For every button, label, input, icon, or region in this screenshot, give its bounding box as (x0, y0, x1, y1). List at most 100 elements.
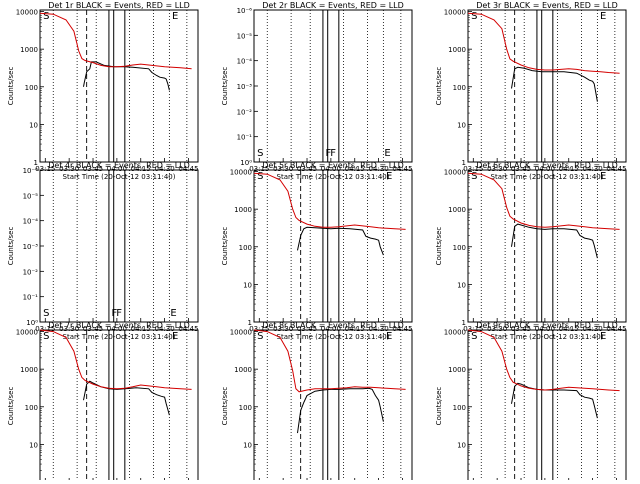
panel-5: Det 5r BLACK = Events, RED = LLD 1 10 100 10… (221, 161, 413, 341)
y-tick-label: 100 (25, 404, 38, 412)
panel-title: Det 7r BLACK = Events, RED = LLD (48, 321, 190, 330)
marker-label: E (600, 171, 606, 182)
x-tick-label: 03:15 (463, 325, 483, 333)
panel-1: Det 1r BLACK = Events, RED = LLD 1 10 100 10… (7, 1, 199, 181)
panel-title: Det 1r BLACK = Events, RED = LLD (48, 1, 190, 10)
plot-frame (467, 329, 627, 483)
y-tick-label: 1 (248, 319, 252, 327)
y-tick-label: 10⁻² (237, 108, 253, 116)
x-tick-label: 03:45 (511, 325, 531, 333)
plot-frame (39, 9, 199, 163)
marker-label: F (116, 308, 122, 319)
plot-frame (467, 9, 627, 163)
x-tick-label: 03:30 (487, 165, 507, 173)
y-tick-label: 10000 (444, 169, 466, 177)
x-tick-label: 04:45 (606, 325, 626, 333)
x-tick-label: 04:15 (559, 165, 579, 173)
y-axis-label: Counts/sec (435, 387, 443, 426)
panel-7: Det 7r BLACK = Events, RED = LLD11010010… (7, 321, 199, 484)
panel-3: Det 3r BLACK = Events, RED = LLD 1 10 100 10… (435, 1, 627, 181)
x-tick-label: 04:30 (155, 325, 175, 333)
y-tick-label: 1 (34, 159, 38, 167)
marker-label: S (43, 308, 49, 319)
x-tick-label: 04:30 (369, 325, 389, 333)
y-tick-label: 100 (453, 404, 466, 412)
y-tick-label: 100 (453, 244, 466, 252)
y-tick-label: 1000 (20, 366, 38, 374)
y-tick-label: 10⁻⁶ (237, 7, 253, 15)
marker-label: F (326, 148, 332, 159)
x-tick-label: 03:45 (297, 325, 317, 333)
y-tick-label: 1 (462, 159, 466, 167)
x-tick-label: 04:15 (131, 325, 151, 333)
y-tick-label: 10000 (444, 329, 466, 337)
x-tick-label: 03:30 (59, 165, 79, 173)
marker-label: S (471, 171, 477, 182)
panel-title: Det 9r BLACK = Events, RED = LLD (476, 321, 618, 330)
x-axis-label: Start Time (20-Oct-12 03:11:40) (63, 173, 176, 181)
panel-2: Det 2r BLACK = Events, RED = LLD 10⁰ 10⁻¹ 1… (221, 1, 413, 181)
x-axis-label: Start Time (20-Oct-12 03:11:40) (277, 333, 390, 341)
x-tick-label: 03:15 (463, 165, 483, 173)
x-tick-label: 04:00 (535, 325, 555, 333)
y-axis-label: Counts/sec (7, 227, 15, 266)
x-tick-label: 04:45 (178, 165, 198, 173)
y-tick-label: 1000 (448, 366, 466, 374)
y-tick-label: 1000 (20, 46, 38, 54)
x-tick-label: 04:45 (392, 165, 412, 173)
events-series-line (83, 61, 170, 91)
x-tick-label: 04:30 (155, 165, 175, 173)
y-tick-label: 10000 (16, 329, 38, 337)
marker-label: E (172, 331, 178, 342)
plot-frame (467, 169, 627, 323)
events-series-line (511, 66, 598, 102)
y-tick-label: 10000 (230, 329, 252, 337)
marker-label: E (172, 11, 178, 22)
marker-label: S (257, 331, 263, 342)
x-tick-label: 04:45 (178, 325, 198, 333)
y-tick-label: 10 (29, 121, 38, 129)
y-tick-label: 1000 (448, 206, 466, 214)
y-tick-label: 10⁻¹ (23, 294, 39, 302)
y-tick-label: 1000 (448, 46, 466, 54)
events-series-line (297, 226, 384, 256)
x-axis-label: Start Time (20-Oct-12 03:11:40) (491, 173, 604, 181)
plot-frame (39, 329, 199, 483)
x-tick-label: 04:15 (345, 325, 365, 333)
y-tick-label: 10⁻³ (237, 83, 253, 91)
y-tick-label: 10000 (230, 169, 252, 177)
x-axis-label: Start Time (20-Oct-12 03:11:40) (63, 333, 176, 341)
panel-4: Det 4r BLACK = Events, RED = LLD 10⁰ 10⁻¹ 1… (7, 161, 199, 341)
x-tick-label: 03:15 (35, 165, 55, 173)
marker-label: E (384, 148, 390, 159)
events-series-line (511, 223, 598, 259)
x-tick-label: 04:15 (559, 325, 579, 333)
marker-label: E (600, 11, 606, 22)
panel-6: Det 6r BLACK = Events, RED = LLD11010010… (435, 161, 627, 341)
marker-label: F (112, 308, 118, 319)
plot-frame (39, 169, 199, 323)
x-axis-label: Start Time (20-Oct-12 03:11:40) (491, 333, 604, 341)
y-tick-label: 10⁻⁴ (23, 218, 39, 226)
x-tick-label: 04:00 (107, 165, 127, 173)
x-tick-label: 03:45 (83, 325, 103, 333)
y-axis-label: Counts/sec (221, 387, 229, 426)
marker-label: S (43, 11, 49, 22)
y-axis-label: Counts/sec (435, 67, 443, 106)
x-tick-label: 04:45 (606, 165, 626, 173)
x-tick-label: 03:45 (511, 165, 531, 173)
x-tick-label: 04:00 (321, 165, 341, 173)
y-tick-label: 100 (453, 84, 466, 92)
marker-label: S (257, 148, 263, 159)
y-tick-label: 10⁰ (240, 159, 252, 167)
lld-series-line (253, 329, 406, 393)
lld-series-line (467, 12, 620, 74)
x-tick-label: 03:30 (59, 325, 79, 333)
lld-series-line (467, 172, 620, 230)
y-tick-label: 10⁻⁵ (237, 32, 253, 40)
y-tick-label: 10⁰ (26, 319, 38, 327)
events-series-line (83, 380, 170, 416)
plot-frame (253, 329, 413, 483)
marker-label: S (471, 11, 477, 22)
